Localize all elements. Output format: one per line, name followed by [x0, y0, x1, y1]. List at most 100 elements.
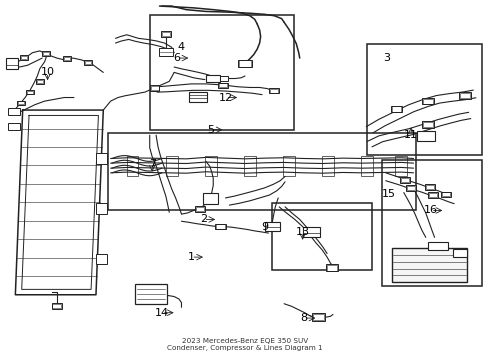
Bar — [8, 108, 20, 116]
Bar — [52, 304, 61, 309]
Text: 2: 2 — [200, 215, 207, 224]
Bar — [8, 123, 20, 130]
Text: 3: 3 — [383, 53, 390, 63]
Bar — [206, 75, 220, 82]
Bar — [27, 91, 33, 94]
Bar — [195, 206, 205, 212]
Bar — [51, 303, 62, 309]
Bar — [108, 134, 416, 211]
Bar — [161, 31, 171, 37]
Bar — [162, 32, 170, 36]
Bar — [64, 57, 70, 60]
Bar — [417, 131, 435, 141]
Bar — [42, 51, 49, 56]
Bar — [407, 186, 415, 190]
Bar — [361, 156, 373, 176]
Bar — [43, 52, 49, 55]
Bar — [382, 160, 482, 286]
Bar — [218, 83, 228, 88]
Bar — [220, 76, 228, 81]
Bar — [423, 122, 433, 127]
Text: 4: 4 — [177, 42, 184, 52]
Bar — [189, 92, 207, 102]
Bar — [327, 265, 337, 271]
Bar — [265, 222, 280, 231]
Bar — [422, 98, 434, 104]
Bar — [391, 106, 402, 112]
Bar — [18, 102, 24, 104]
Bar — [459, 93, 471, 99]
Text: 10: 10 — [41, 67, 54, 77]
Bar — [36, 79, 44, 84]
Bar — [392, 107, 401, 112]
Bar — [395, 156, 407, 176]
Bar — [313, 314, 324, 320]
Bar — [322, 156, 334, 176]
Bar — [20, 55, 28, 60]
Bar — [5, 58, 18, 69]
Bar — [238, 59, 252, 67]
Text: 6: 6 — [173, 53, 180, 63]
Bar — [367, 44, 482, 155]
Bar — [150, 85, 159, 90]
Bar — [63, 57, 71, 61]
Text: 9: 9 — [261, 222, 268, 231]
Bar — [401, 178, 409, 182]
Bar — [429, 193, 437, 197]
Text: 16: 16 — [424, 206, 438, 216]
Bar — [270, 88, 279, 93]
Text: 2023 Mercedes-Benz EQE 350 SUV
Condenser, Compressor & Lines Diagram 1: 2023 Mercedes-Benz EQE 350 SUV Condenser… — [167, 338, 323, 351]
Bar — [151, 86, 159, 90]
Bar — [453, 249, 467, 257]
Bar — [96, 203, 107, 214]
Bar — [312, 314, 325, 320]
Text: 8: 8 — [300, 313, 307, 323]
Bar — [26, 90, 34, 94]
Bar — [216, 225, 225, 229]
Bar — [422, 121, 434, 128]
Text: 12: 12 — [219, 93, 233, 103]
Bar — [272, 203, 372, 270]
Bar — [215, 224, 226, 229]
Bar — [135, 284, 167, 304]
Bar — [150, 15, 294, 130]
Bar — [203, 193, 218, 204]
Bar — [96, 253, 107, 264]
Bar — [423, 99, 433, 104]
Bar — [283, 156, 295, 176]
Bar — [428, 192, 438, 198]
Bar — [96, 153, 107, 164]
Bar — [205, 156, 217, 176]
Bar — [166, 156, 177, 176]
Bar — [219, 84, 227, 87]
Bar — [425, 184, 435, 190]
Text: 5: 5 — [207, 125, 214, 135]
Bar — [85, 61, 91, 64]
Bar — [127, 156, 139, 176]
Bar — [159, 48, 173, 55]
Bar — [400, 177, 410, 183]
Bar — [17, 101, 25, 105]
Bar — [244, 156, 256, 176]
Bar — [303, 227, 320, 237]
Bar — [326, 264, 338, 271]
Bar — [392, 248, 467, 282]
Bar — [196, 207, 204, 211]
Bar — [270, 89, 278, 93]
Bar — [239, 60, 251, 67]
Bar — [84, 60, 92, 65]
Text: 7: 7 — [148, 159, 156, 169]
Text: 11: 11 — [404, 130, 418, 140]
Text: 14: 14 — [155, 308, 169, 318]
Text: 15: 15 — [382, 189, 396, 199]
Bar — [441, 192, 451, 197]
Text: 13: 13 — [295, 227, 310, 237]
Bar — [460, 93, 470, 98]
Bar — [406, 185, 416, 190]
Text: 1: 1 — [188, 252, 195, 262]
Bar — [442, 192, 450, 196]
Bar — [37, 80, 43, 83]
Bar — [21, 56, 27, 59]
Bar — [428, 242, 448, 250]
Bar — [426, 185, 434, 189]
